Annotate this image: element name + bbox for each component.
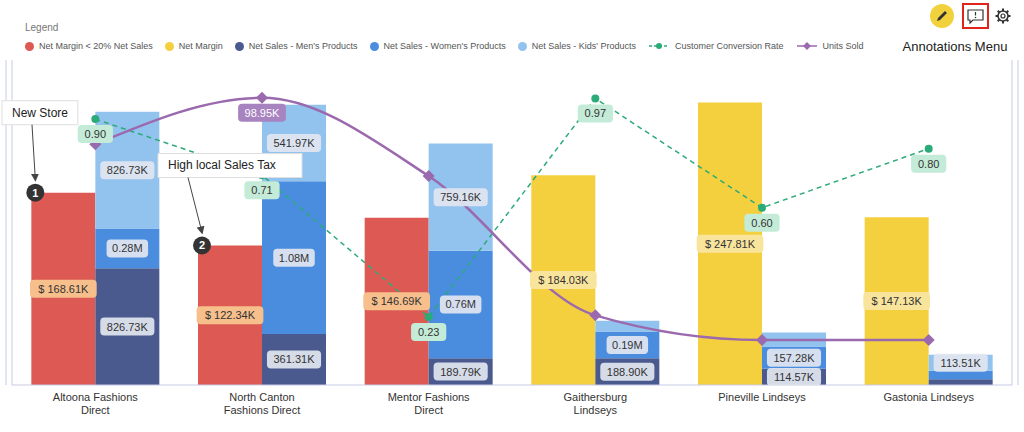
svg-text:$ 184.03K: $ 184.03K bbox=[538, 274, 589, 286]
svg-text:$ 168.61K: $ 168.61K bbox=[38, 283, 89, 295]
svg-text:0.23: 0.23 bbox=[418, 326, 439, 338]
svg-text:0.97: 0.97 bbox=[585, 107, 606, 119]
svg-text:0.76M: 0.76M bbox=[445, 298, 476, 310]
svg-text:Gastonia Lindseys: Gastonia Lindseys bbox=[883, 391, 974, 403]
svg-text:New Store: New Store bbox=[12, 106, 68, 120]
svg-text:High local Sales Tax: High local Sales Tax bbox=[168, 158, 276, 172]
svg-text:Annotations Menu: Annotations Menu bbox=[903, 39, 1008, 54]
svg-text:361.31K: 361.31K bbox=[274, 353, 316, 365]
svg-text:Mentor FashionsDirect: Mentor FashionsDirect bbox=[388, 391, 470, 416]
svg-text:0.90: 0.90 bbox=[85, 128, 106, 140]
svg-text:759.16K: 759.16K bbox=[440, 191, 482, 203]
svg-text:113.51K: 113.51K bbox=[941, 357, 982, 369]
svg-text:0.80: 0.80 bbox=[918, 158, 939, 170]
svg-text:114.57K: 114.57K bbox=[774, 371, 815, 383]
svg-text:0.28M: 0.28M bbox=[112, 242, 143, 254]
svg-text:$ 122.34K: $ 122.34K bbox=[205, 309, 256, 321]
svg-text:189.79K: 189.79K bbox=[440, 366, 482, 378]
svg-text:826.73K: 826.73K bbox=[107, 321, 149, 333]
svg-text:826.73K: 826.73K bbox=[107, 164, 149, 176]
html-text:Customer Conversion Rate: Customer Conversion Rate bbox=[675, 41, 784, 51]
svg-text:188.90K: 188.90K bbox=[607, 366, 649, 378]
svg-text:1: 1 bbox=[32, 187, 38, 199]
svg-text:Pineville Lindseys: Pineville Lindseys bbox=[718, 391, 806, 403]
html-text:Net Sales - Men's Products: Net Sales - Men's Products bbox=[248, 41, 358, 51]
svg-text:541.97K: 541.97K bbox=[274, 137, 316, 149]
svg-text:$ 247.81K: $ 247.81K bbox=[705, 238, 756, 250]
svg-text:0.60: 0.60 bbox=[751, 217, 772, 229]
svg-text:Altoona FashionsDirect: Altoona FashionsDirect bbox=[53, 391, 138, 416]
svg-text:157.28K: 157.28K bbox=[774, 352, 816, 364]
html-text:Net Margin < 20% Net Sales: Net Margin < 20% Net Sales bbox=[39, 41, 153, 51]
svg-text:North CantonFashions Direct: North CantonFashions Direct bbox=[224, 391, 300, 416]
svg-text:2: 2 bbox=[199, 239, 205, 251]
html-text:Net Sales - Women's Products: Net Sales - Women's Products bbox=[383, 41, 506, 51]
html-text:Legend: Legend bbox=[25, 22, 59, 33]
svg-text:GaithersburgLindseys: GaithersburgLindseys bbox=[564, 391, 628, 416]
html-text:Net Margin: Net Margin bbox=[178, 41, 223, 51]
svg-text:98.95K: 98.95K bbox=[245, 107, 281, 119]
html-text:Units Sold: Units Sold bbox=[822, 41, 864, 51]
html-text:Net Sales - Kids' Products: Net Sales - Kids' Products bbox=[531, 41, 636, 51]
svg-text:0.19M: 0.19M bbox=[612, 339, 643, 351]
svg-text:0.71: 0.71 bbox=[251, 184, 272, 196]
svg-text:$ 146.69K: $ 146.69K bbox=[372, 295, 423, 307]
svg-text:$ 147.13K: $ 147.13K bbox=[872, 295, 923, 307]
svg-text:1.08M: 1.08M bbox=[279, 252, 310, 264]
